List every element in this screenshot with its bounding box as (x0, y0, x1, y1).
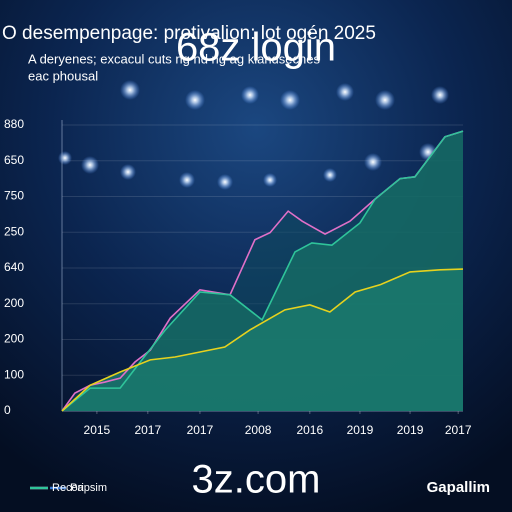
y-tick-label: 750 (4, 189, 24, 203)
x-tick-label: 2015 (84, 423, 111, 437)
x-tick-label: 2017 (445, 423, 472, 437)
y-tick-label: 640 (4, 260, 24, 274)
x-tick-label: 2017 (187, 423, 214, 437)
stage-lights (58, 80, 449, 190)
subtitle: eac phousal (28, 68, 98, 83)
y-tick-label: 200 (4, 332, 24, 346)
x-tick-label: 2016 (296, 423, 323, 437)
x-tick-label: 2019 (347, 423, 374, 437)
y-tick-label: 0 (4, 403, 11, 417)
watermark: 68z login (176, 26, 336, 70)
y-tick-label: 250 (4, 224, 24, 238)
watermark: Gapallim (427, 479, 490, 496)
legend-label: Recoripsim (52, 482, 107, 494)
x-tick-label: 2019 (397, 423, 424, 437)
line (61, 268, 464, 412)
plot-area: 0 100 200 200 640 250 750 650 880 2015 2017 2017 200… (4, 117, 472, 437)
y-tick-label: 200 (4, 296, 24, 310)
x-tick-label: 2017 (134, 423, 161, 437)
watermark: 3z.com (192, 458, 321, 502)
area (62, 269, 463, 411)
y-tick-label: 880 (4, 117, 24, 131)
legend-label: Pa (70, 482, 84, 494)
y-tick-label: 650 (4, 153, 24, 167)
chart-title: O desempenpage: protivalion: lot ogén 20… (2, 23, 376, 44)
line (61, 130, 464, 412)
y-tick-label: 100 (4, 367, 24, 381)
subtitle: A deryenes; excacul cuts ng nd ng ag kla… (28, 51, 320, 66)
x-tick-label: 2008 (245, 423, 272, 437)
